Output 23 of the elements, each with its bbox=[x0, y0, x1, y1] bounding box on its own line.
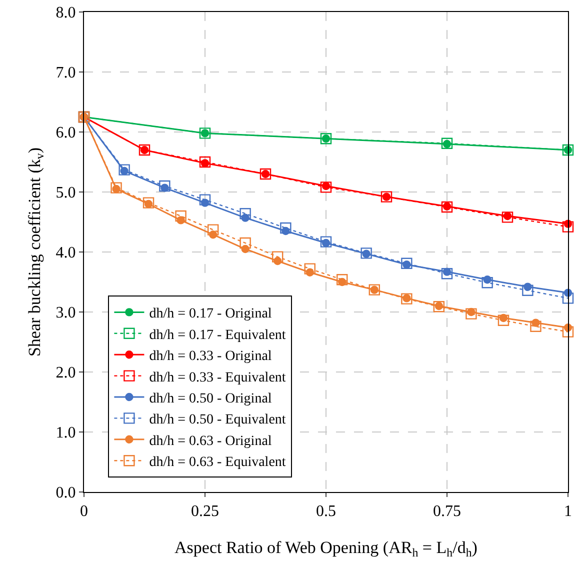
x-tick-label: 1 bbox=[564, 503, 572, 520]
legend-label: dh/h = 0.33 - Original bbox=[149, 349, 272, 364]
x-tick-label: 0.75 bbox=[433, 503, 461, 520]
legend-label: dh/h = 0.33 - Equivalent bbox=[149, 370, 286, 386]
legend-label: dh/h = 0.17 - Equivalent bbox=[149, 328, 286, 343]
y-tick-label: 7.0 bbox=[56, 64, 76, 82]
y-tick-label: 6.0 bbox=[56, 124, 76, 142]
legend-label: dh/h = 0.50 - Original bbox=[149, 391, 272, 406]
legend-label: dh/h = 0.63 - Equivalent bbox=[149, 455, 286, 470]
y-tick-label: 4.0 bbox=[56, 244, 76, 262]
legend-label: dh/h = 0.63 - Original bbox=[149, 434, 272, 449]
y-tick-label: 5.0 bbox=[56, 184, 76, 202]
x-axis-title: Aspect Ratio of Web Opening (AR$_{h}$ = L$_{h}$/d$_{h}$) bbox=[174, 538, 478, 560]
x-tick-label: 0.25 bbox=[191, 503, 219, 520]
y-tick-label: 1.0 bbox=[56, 424, 76, 442]
y-tick-label: 8.0 bbox=[56, 4, 76, 22]
y-tick-label: 0.0 bbox=[56, 484, 76, 502]
y-tick-label: 2.0 bbox=[56, 364, 76, 382]
y-tick-label: 3.0 bbox=[56, 304, 76, 322]
x-tick-label: 0.5 bbox=[316, 503, 336, 520]
legend-label: dh/h = 0.17 - Original bbox=[149, 306, 272, 322]
legend-label: dh/h = 0.50 - Equivalent bbox=[149, 412, 286, 428]
x-tick-label: 0 bbox=[80, 503, 88, 520]
